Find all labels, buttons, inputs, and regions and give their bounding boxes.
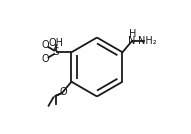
Text: O: O [41, 40, 49, 50]
Text: O: O [41, 55, 49, 64]
Text: NH₂: NH₂ [138, 36, 156, 46]
Text: S: S [53, 47, 59, 57]
Text: OH: OH [49, 38, 63, 48]
Text: H: H [129, 29, 136, 39]
Text: O: O [59, 87, 67, 97]
Text: N: N [128, 36, 135, 46]
